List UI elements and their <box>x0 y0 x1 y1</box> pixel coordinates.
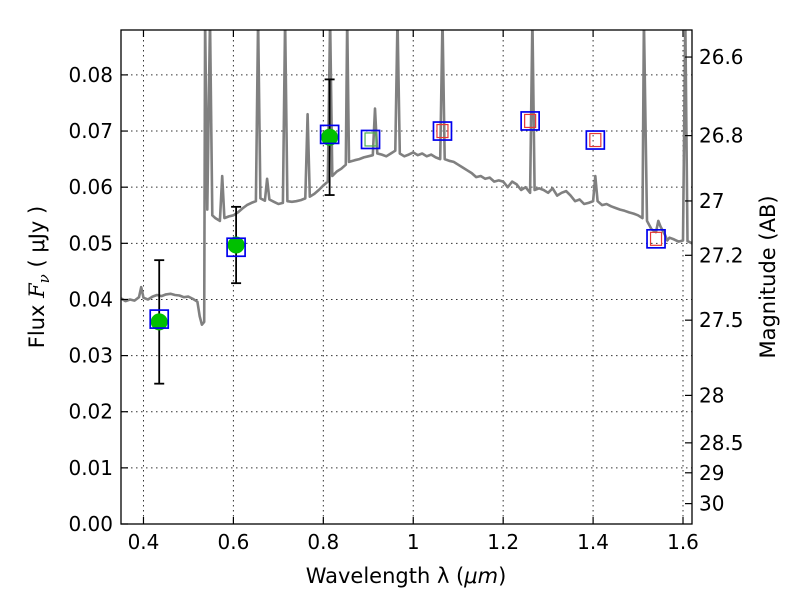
observed-point <box>321 128 339 146</box>
magnitude-tick-label: 28 <box>699 383 724 407</box>
y-tick-label: 0.00 <box>68 512 113 536</box>
spectrum-layer <box>121 30 692 327</box>
magnitude-tick-label: 26.6 <box>699 45 744 69</box>
model-spectrum-line <box>121 30 692 327</box>
plot-frame <box>120 29 693 525</box>
model-band-inner-marker <box>436 123 449 139</box>
magnitude-tick-label: 27.2 <box>699 243 744 267</box>
model-band-marker <box>585 130 606 150</box>
y-tick-label: 0.08 <box>68 63 113 87</box>
axis-ticks <box>121 30 692 525</box>
observed-point <box>150 313 168 331</box>
model-band-marker <box>226 237 246 258</box>
x-tick-label: 1.4 <box>577 530 609 554</box>
x-tick-label: 0.8 <box>307 530 339 554</box>
x-tick-label: 1 <box>407 530 420 554</box>
x-tick-label: 1.2 <box>487 530 519 554</box>
x-tick-label: 0.6 <box>217 530 249 554</box>
y-tick-label: 0.07 <box>68 119 113 143</box>
model-band-inner-marker <box>589 132 602 148</box>
model-band-inner-marker <box>364 132 377 147</box>
y-tick-label: 0.05 <box>68 231 113 255</box>
model-band-marker <box>149 309 170 329</box>
magnitude-axis-label: Magnitude (AB) <box>756 195 780 358</box>
model-band-marker <box>319 124 340 145</box>
model-band-marker <box>360 129 381 150</box>
grid-lines <box>121 30 692 524</box>
y-tick-label: 0.04 <box>68 287 113 311</box>
y-axis-subscript: ν <box>35 274 53 283</box>
model-band-marker <box>646 228 666 249</box>
x-tick-label: 0.4 <box>128 530 160 554</box>
x-tick-label: 1.6 <box>667 530 699 554</box>
model-band-inner-marker <box>524 113 537 129</box>
y-tick-label: 0.03 <box>68 344 113 368</box>
y-tick-label: 0.01 <box>68 456 113 480</box>
y-tick-label: 0.02 <box>68 400 113 424</box>
magnitude-tick-label: 30 <box>699 492 724 516</box>
magnitude-tick-labels: 26.6 26.8 27 27.2 27.5 28 28.5 29 30 <box>699 45 744 516</box>
x-axis-label: Wavelength λ (μm) <box>306 564 507 588</box>
model-band-markers <box>149 111 666 329</box>
observed-points <box>150 128 339 331</box>
y-axis-label: Flux Fν ( μJy ) <box>25 206 53 348</box>
y-axis-symbol: F <box>25 282 49 299</box>
magnitude-tick-label: 28.5 <box>699 431 744 455</box>
magnitude-tick-label: 26.8 <box>699 124 744 148</box>
model-band-marker <box>432 121 453 141</box>
observed-point <box>227 236 245 254</box>
x-axis-unit: μm <box>463 564 498 588</box>
y-tick-label: 0.06 <box>68 175 113 199</box>
magnitude-tick-label: 27.5 <box>699 308 744 332</box>
model-band-inner-marker <box>649 231 663 246</box>
magnitude-tick-label: 29 <box>699 461 724 485</box>
model-band-marker <box>520 111 540 131</box>
y-tick-labels: 0.00 0.01 0.02 0.03 0.04 0.05 0.06 0.07 0.08 <box>68 63 113 536</box>
x-tick-labels: 0.4 0.6 0.8 1 1.2 1.4 1.6 <box>128 530 699 554</box>
magnitude-tick-label: 27 <box>699 189 724 213</box>
